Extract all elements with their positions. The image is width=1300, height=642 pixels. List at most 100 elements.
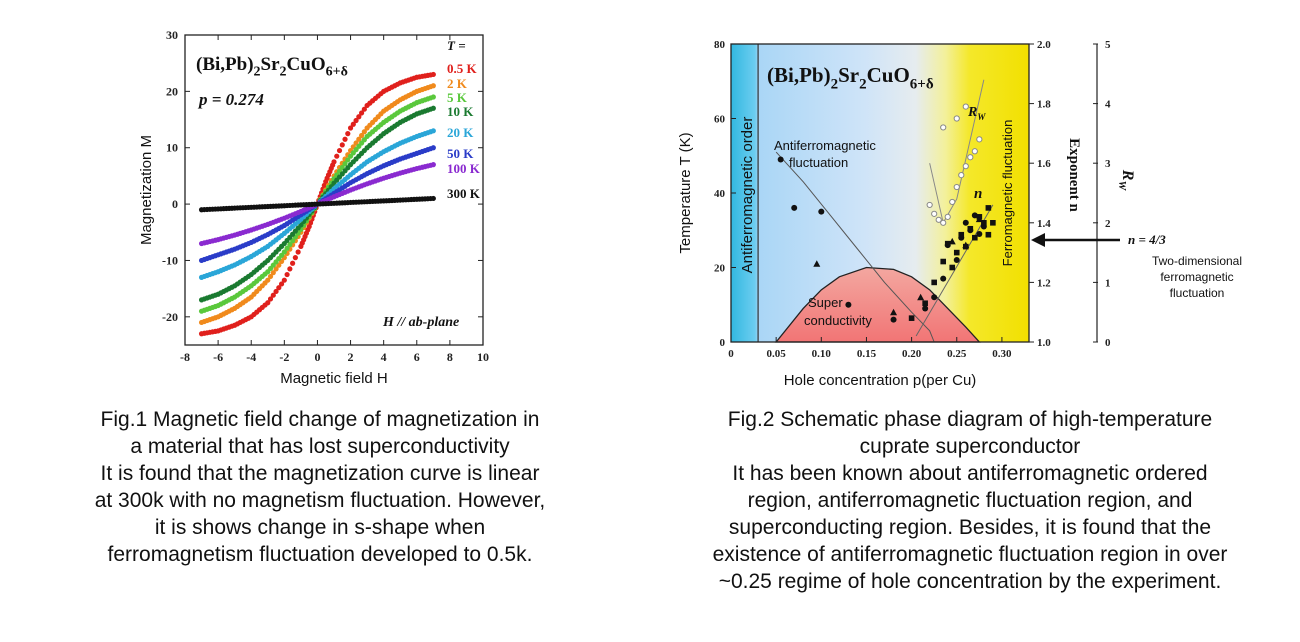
rw-curve [929, 79, 985, 225]
formula-label: (Bi,Pb)2Sr2CuO6+δ [767, 63, 934, 92]
caption-line: region, antiferromagnetic fluctuation re… [747, 489, 1193, 512]
exponent-point [985, 205, 992, 211]
caption-line: Fig.2 Schematic phase diagram of high-te… [727, 408, 1213, 431]
n-tick-label: 1.0 [1037, 337, 1051, 349]
legend-entry: 0.5 K [447, 61, 478, 76]
series-300K [198, 195, 436, 213]
data-point [350, 121, 356, 127]
y-axis-label: Magnetization M [138, 135, 155, 245]
x-tick-label: 6 [414, 350, 420, 364]
data-point [430, 162, 436, 168]
rw-point [931, 210, 938, 217]
data-point [270, 270, 276, 276]
rw-curve-label: RW [967, 105, 986, 122]
x-tick-label: 0.30 [992, 348, 1012, 360]
x-axis-label: Hole concentration p(per Cu) [784, 372, 977, 389]
rw-tick-label: 4 [1105, 99, 1111, 111]
y-tick-label: 0 [172, 197, 178, 211]
data-point [292, 255, 298, 261]
rw-point [971, 148, 978, 155]
annotation-n: n = 4/3 [1128, 232, 1166, 247]
exponent-point [958, 231, 965, 238]
n-tick-label: 1.4 [1037, 218, 1051, 230]
x-axis-label: Magnetic field H [280, 370, 388, 387]
rw-tick-label: 3 [1105, 158, 1111, 170]
exponent-point [990, 220, 996, 226]
region-label-afm-fluctuation: fluctuation [789, 155, 848, 170]
x-tick-label: 0.20 [902, 348, 922, 360]
y-tick-label: 0 [720, 337, 726, 349]
y-tick-label: 40 [714, 188, 726, 200]
rw-point [944, 213, 951, 220]
y-tick-label: 20 [166, 84, 178, 98]
data-point [430, 195, 436, 202]
x-tick-label: 2 [348, 350, 354, 364]
tc-point [922, 305, 929, 312]
region-label-afm-order: Antiferromagnetic order [739, 117, 756, 274]
exponent-point [985, 231, 992, 238]
caption-line: ~0.25 regime of hole concentration by th… [718, 570, 1222, 593]
y-tick-label: -20 [162, 310, 178, 324]
data-point [430, 83, 436, 89]
data-point [345, 131, 351, 137]
data-point [339, 142, 345, 148]
data-point [361, 129, 367, 135]
data-point [281, 277, 287, 283]
data-point [353, 117, 359, 124]
rw-point [953, 183, 960, 191]
tc-point [931, 294, 938, 301]
n-tick-label: 1.8 [1037, 99, 1051, 111]
x-tick-label: 8 [447, 350, 453, 364]
y-axis-label: Temperature T (K) [677, 132, 694, 253]
exponent-point [972, 234, 978, 241]
exponent-point [981, 220, 987, 226]
tc-point [976, 230, 983, 237]
data-point [430, 71, 436, 78]
x-tick-label: 0.10 [812, 348, 832, 360]
data-point [430, 105, 436, 111]
x-tick-label: 0.05 [767, 348, 787, 360]
n-curve-label: n [974, 186, 982, 202]
data-point [278, 281, 285, 287]
exponent-point [940, 258, 947, 265]
y-tick-label: -10 [162, 253, 178, 267]
rw-point [953, 115, 960, 122]
data-point [336, 147, 343, 154]
data-point [331, 159, 337, 165]
data-point [276, 285, 282, 291]
tc-point [971, 212, 978, 219]
exponent-point [949, 264, 956, 271]
y-tick-label: 10 [166, 141, 178, 155]
figure-1-caption: Fig.1 Magnetic field change of magnetiza… [30, 406, 610, 568]
rw-axis-label: RW [1116, 169, 1136, 192]
legend-entry: 50 K [447, 146, 474, 161]
legend-entry: 20 K [447, 125, 474, 140]
data-point [334, 153, 340, 159]
rw-point [949, 198, 956, 206]
rw-tick-label: 0 [1105, 337, 1111, 349]
x-tick-label: 0.15 [857, 348, 877, 360]
rw-point [926, 201, 933, 209]
x-tick-label: 0 [728, 348, 734, 360]
tc-point [777, 156, 784, 163]
caption-line: it is shows change in s-shape when [154, 516, 486, 539]
x-tick-label: -6 [213, 350, 223, 364]
annotation-text: fluctuation [1170, 286, 1225, 300]
data-point [361, 106, 367, 112]
series-10K [198, 105, 436, 303]
tc-point [940, 275, 947, 282]
annotation-arrow-head [1031, 233, 1045, 247]
data-point [284, 271, 290, 278]
data-point [273, 266, 279, 272]
data-point [265, 300, 271, 306]
x-tick-label: -4 [246, 350, 256, 364]
tc-point [791, 204, 798, 211]
data-point [265, 277, 271, 283]
x-tick-label: -8 [180, 350, 190, 364]
data-point [342, 161, 348, 167]
caption-line: existence of antiferromagnetic fluctuati… [712, 543, 1228, 566]
n-tick-label: 1.2 [1037, 277, 1051, 289]
superconducting-dome [774, 266, 981, 343]
rw-point [976, 136, 983, 143]
rw-tick-label: 2 [1105, 218, 1111, 230]
